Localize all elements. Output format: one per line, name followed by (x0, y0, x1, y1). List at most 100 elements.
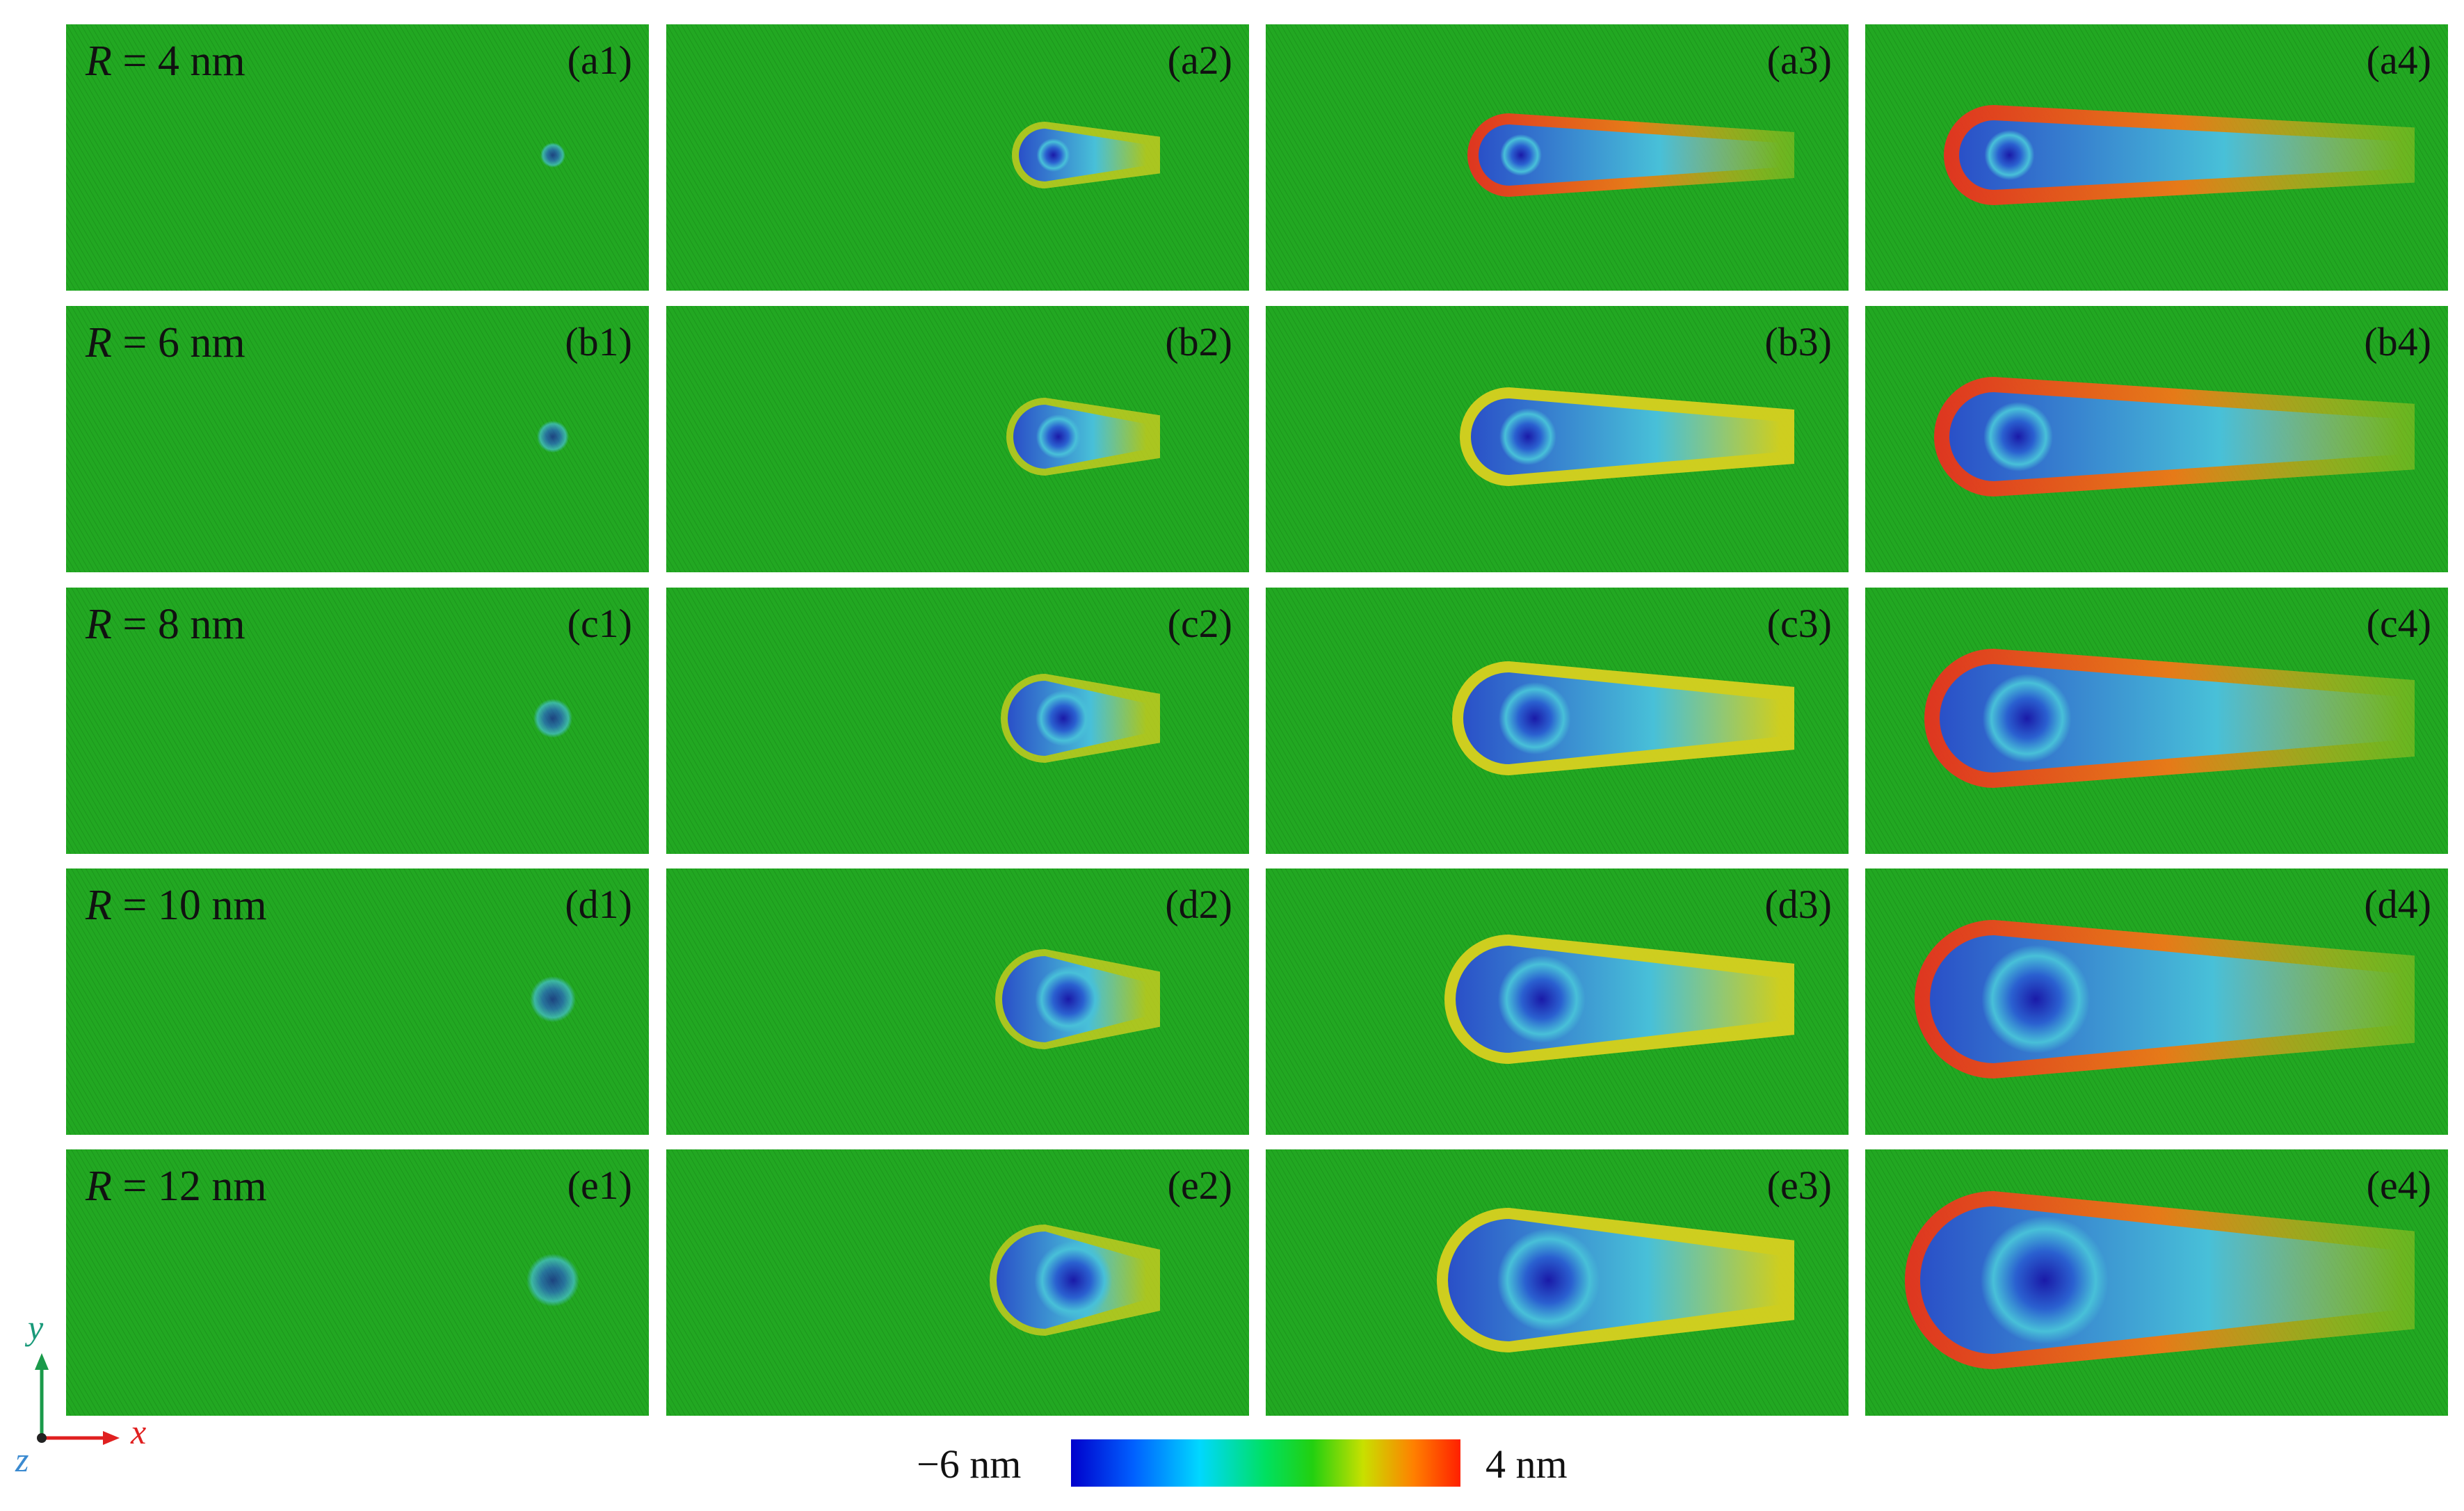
md-snapshot-image (666, 868, 1249, 1135)
indentation-pit (1498, 682, 1571, 754)
panel-label: (e1) (567, 1163, 632, 1208)
md-snapshot-image (1865, 868, 2448, 1135)
panel-b2: (b2) (666, 306, 1249, 572)
indentation-pit (1982, 674, 2072, 763)
panel-c1: R = 8 nm (c1) (66, 588, 649, 854)
colorbar-legend: −6 nm 4 nm (0, 1425, 2464, 1509)
panel-e4: (e4) (1865, 1149, 2448, 1416)
panel-a3: (a3) (1266, 24, 1849, 291)
panel-label: (c3) (1766, 601, 1832, 646)
panel-d1: R = 10 nm (d1) (66, 868, 649, 1135)
indentation-pit (1500, 134, 1542, 176)
panel-label: (b2) (1165, 319, 1232, 364)
panel-a4: (a4) (1865, 24, 2448, 291)
radius-value: = 8 nm (111, 601, 245, 648)
substrate-surface (666, 588, 1249, 854)
md-snapshot-image (66, 306, 649, 572)
md-snapshot-image (1266, 588, 1849, 854)
md-snapshot-image (1865, 1149, 2448, 1416)
panel-a1: R = 4 nm (a1) (66, 24, 649, 291)
md-snapshot-image (666, 588, 1249, 854)
panel-label: (b1) (565, 319, 632, 364)
panel-label: (d4) (2364, 882, 2431, 927)
md-snapshot-image (66, 1149, 649, 1416)
panel-label: (a3) (1766, 38, 1832, 83)
radius-symbol: R (86, 882, 112, 929)
x-axis-label: x (131, 1412, 147, 1451)
colorbar-min-label: −6 nm (917, 1441, 1022, 1487)
md-snapshot-image (1266, 868, 1849, 1135)
panel-c4: (c4) (1865, 588, 2448, 854)
md-snapshot-image (1266, 306, 1849, 572)
colorbar-gradient (1071, 1439, 1460, 1487)
indentation-pit (1497, 955, 1586, 1043)
panel-b3: (b3) (1266, 306, 1849, 572)
z-axis-dot (37, 1433, 47, 1443)
panel-label: (c1) (567, 601, 632, 646)
radius-label: R = 6 nm (86, 318, 245, 368)
md-snapshot-image (1865, 306, 2448, 572)
indentation-pit (1981, 945, 2091, 1053)
panel-e2: (e2) (666, 1149, 1249, 1416)
scratch-groove (1949, 392, 2401, 481)
panel-c3: (c3) (1266, 588, 1849, 854)
substrate-surface (666, 306, 1249, 572)
panel-label: (e3) (1766, 1163, 1832, 1208)
panel-d2: (d2) (666, 868, 1249, 1135)
panel-label: (d1) (565, 882, 632, 927)
indentation-pit (1035, 966, 1102, 1033)
panel-label: (c4) (2366, 601, 2431, 646)
md-snapshot-image (66, 24, 649, 291)
indentation-pit (1980, 1216, 2109, 1344)
indentation-pit (1036, 414, 1081, 459)
y-axis-arrowhead (35, 1353, 49, 1370)
substrate-surface (666, 1149, 1249, 1416)
md-snapshot-image (66, 588, 649, 854)
indentation-pit (1499, 408, 1556, 465)
indentation-pit (1036, 138, 1070, 172)
md-snapshot-image (1266, 1149, 1849, 1416)
radius-symbol: R (86, 1163, 112, 1210)
colorbar-max-label: 4 nm (1485, 1441, 1568, 1487)
radius-value: = 12 nm (111, 1163, 267, 1210)
radius-label: R = 4 nm (86, 37, 245, 86)
panel-e3: (e3) (1266, 1149, 1849, 1416)
md-snapshot-image (666, 1149, 1249, 1416)
indentation-pit (1984, 130, 2035, 180)
md-snapshot-image (66, 868, 649, 1135)
radius-symbol: R (86, 601, 112, 648)
indentation-pit (526, 1254, 579, 1307)
radius-symbol: R (86, 319, 112, 366)
indentation-pit (537, 421, 569, 453)
substrate-surface (666, 868, 1249, 1135)
indentation-pit (540, 143, 565, 168)
panel-b1: R = 6 nm (b1) (66, 306, 649, 572)
scratch-groove (1959, 120, 2401, 190)
indentation-pit (1034, 1241, 1113, 1319)
panel-label: (d2) (1165, 882, 1232, 927)
panel-label: (d3) (1764, 882, 1832, 927)
md-snapshot-image (666, 306, 1249, 572)
panel-label: (c2) (1167, 601, 1232, 646)
panel-c2: (c2) (666, 588, 1249, 854)
axis-triad: y x z (0, 1300, 167, 1509)
panel-label: (e2) (1167, 1163, 1232, 1208)
panel-label: (a1) (567, 38, 632, 83)
panel-label: (b4) (2364, 319, 2431, 364)
radius-label: R = 12 nm (86, 1162, 267, 1211)
radius-symbol: R (86, 38, 112, 85)
panel-e1: R = 12 nm (e1) (66, 1149, 649, 1416)
indentation-pit (1497, 1229, 1600, 1332)
indentation-pit (533, 699, 572, 738)
radius-value: = 4 nm (111, 38, 245, 85)
panel-d4: (d4) (1865, 868, 2448, 1135)
panel-label: (a2) (1167, 38, 1232, 83)
md-snapshot-image (1266, 24, 1849, 291)
panel-a2: (a2) (666, 24, 1249, 291)
y-axis-label: y (28, 1308, 44, 1347)
x-axis-arrowhead (103, 1431, 120, 1445)
panel-label: (e4) (2366, 1163, 2431, 1208)
radius-value: = 6 nm (111, 319, 245, 366)
substrate-surface (666, 24, 1249, 291)
